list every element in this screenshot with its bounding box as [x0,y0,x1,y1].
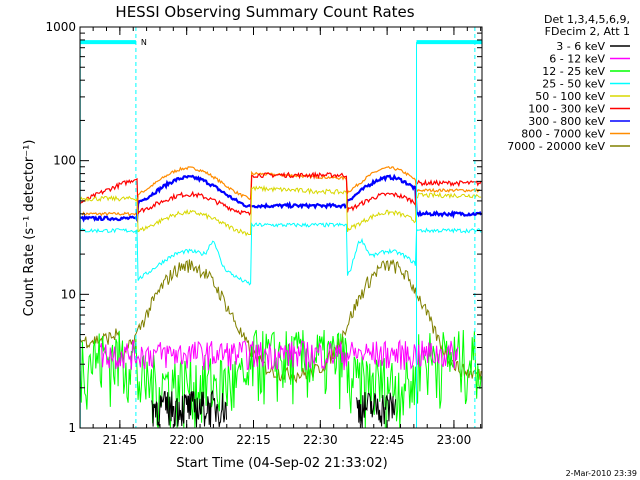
chart-title: HESSI Observing Summary Count Rates [115,3,414,21]
legend-item-5: 100 - 300 keV [528,103,605,116]
y-tick-label-1: 10 [61,287,76,301]
series-line-6-12-kev [99,339,459,371]
flag-marker-label: N [141,38,147,47]
series-line-300-800-kev [79,173,483,224]
legend-item-4: 50 - 100 keV [535,90,605,103]
series-line-800-7000-kev [81,165,481,217]
series-line-25-50-kev [79,221,482,286]
x-tick-label-5: 23:00 [437,433,472,447]
legend-header-0: Det 1,3,4,5,6,9, [544,13,630,26]
plot-area: N [79,27,483,429]
y-tick-label-2: 100 [53,154,76,168]
y-axis-label: Count Rate (s⁻¹ detector⁻¹) [22,140,37,317]
x-tick-label-0: 21:45 [103,433,138,447]
series-line-7000-20000-kev [79,259,482,384]
axis-ticks: 21:45 22:00 22:15 22:30 22:45 23:00 1 10 100 1000 [45,20,482,447]
legend-item-0: 3 - 6 keV [556,40,605,53]
series-line-50-100-kev [79,184,482,237]
x-tick-label-1: 22:00 [169,433,204,447]
x-tick-label-3: 22:30 [303,433,338,447]
footer-date: 2-Mar-2010 23:39 [566,469,637,478]
y-tick-label-3: 1000 [45,20,76,34]
x-axis-label: Start Time (04-Sep-02 21:33:02) [176,456,387,471]
x-tick-label-2: 22:15 [236,433,271,447]
y-tick-label-0: 1 [68,421,76,435]
legend-item-2: 12 - 25 keV [542,65,605,78]
legend-item-6: 300 - 800 keV [528,115,605,128]
legend-item-3: 25 - 50 keV [542,78,605,91]
series-line-3-6-kev [151,389,397,428]
legend-item-1: 6 - 12 keV [549,53,605,66]
legend-item-8: 7000 - 20000 keV [507,140,605,153]
legend-header-1: FDecim 2, Att 1 [545,25,630,38]
series-line-100-300-kev [79,171,482,216]
plot-frame [79,26,483,429]
legend-item-7: 800 - 7000 keV [521,128,605,141]
x-tick-label-4: 22:45 [370,433,405,447]
legend: Det 1,3,4,5,6,9,FDecim 2, Att 1 3 - 6 keV… [507,13,630,153]
series-line-12-25-kev [79,329,482,429]
